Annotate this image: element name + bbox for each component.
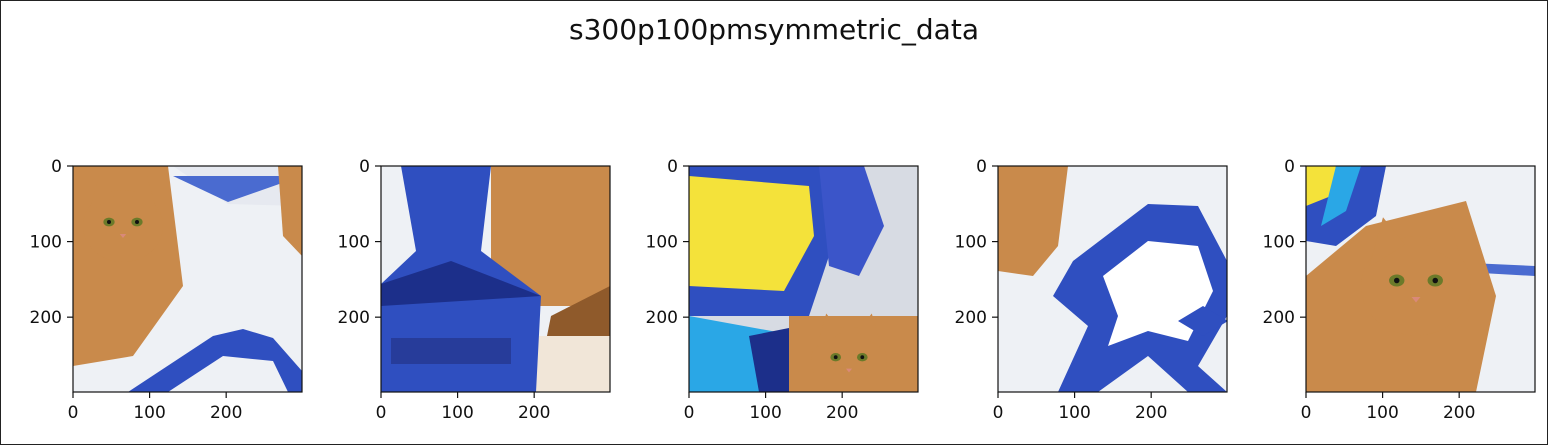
y-tick-label: 200 [955,308,987,328]
panel-image [1306,166,1535,392]
axes-frame [997,165,1228,393]
x-tick-label: 0 [1301,403,1312,423]
y-tick-label: 100 [1263,233,1295,253]
x-tick-label: 200 [1135,403,1167,423]
panel-image [73,166,302,392]
axes-frame [380,165,611,393]
image-panel-1: 0 100 200 0 100 200 [30,157,303,423]
image-panel-2: 0 100 200 0 100 200 [338,157,611,423]
image-panel-3: 0 100 200 0 100 200 [646,157,919,423]
y-tick-label: 0 [976,157,987,177]
x-tick-label: 200 [826,403,858,423]
y-tick-label: 100 [646,233,678,253]
y-tick-label: 0 [359,157,370,177]
x-tick-label: 200 [1443,403,1475,423]
x-tick-label: 0 [684,403,695,423]
y-tick-label: 0 [667,157,678,177]
x-tick-label: 0 [993,403,1004,423]
image-panel-5: 0 100 200 0 100 200 [1263,157,1536,423]
panel-image [998,166,1227,392]
x-tick-label: 200 [210,403,242,423]
y-tick-label: 100 [338,233,370,253]
x-tick-label: 0 [68,403,79,423]
figure-title: s300p100pmsymmetric_data [569,13,979,46]
y-tick-label: 200 [646,308,678,328]
x-tick-label: 100 [1058,403,1090,423]
y-tick-label: 200 [1263,308,1295,328]
x-tick-label: 0 [376,403,387,423]
y-tick-label: 200 [338,308,370,328]
panel-image [381,166,610,392]
x-tick-label: 100 [1366,403,1398,423]
image-panel-4: 0 100 200 0 100 200 [955,157,1228,423]
y-tick-label: 0 [1284,157,1295,177]
x-tick-label: 200 [518,403,550,423]
x-tick-label: 100 [441,403,473,423]
y-tick-label: 0 [51,157,62,177]
axes-frame [688,165,919,393]
x-tick-label: 100 [749,403,781,423]
axes-frame [1305,165,1536,393]
axes-frame [72,165,303,393]
y-tick-label: 100 [30,233,62,253]
x-tick-label: 100 [133,403,165,423]
y-tick-label: 200 [30,308,62,328]
y-tick-label: 100 [955,233,987,253]
panel-image [689,166,918,392]
